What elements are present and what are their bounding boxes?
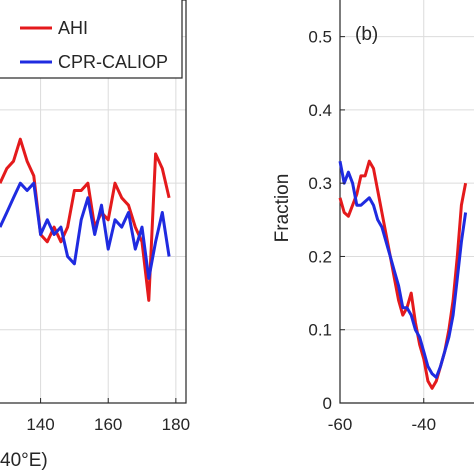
series-line-ahi-a: [0, 137, 171, 302]
x-tick-label: 160: [94, 415, 122, 434]
panel-b-y-ticks: 0 0.1 0.2 0.3 0.4 0.5: [308, 28, 345, 413]
panel-a-axes-box: [0, 0, 187, 404]
panel-b-x-ticks: -60 -40: [328, 398, 436, 434]
panel-b: -60 -40 0 0.1 0.2 0.3 0.4 0.5 (b) Fraction: [272, 0, 474, 434]
panel-a-x-axis-label: 40°E): [0, 450, 48, 471]
panel-b-tag: (b): [355, 24, 378, 45]
series-line-cpr-caliop-b: [338, 160, 468, 379]
y-tick-label: 0.4: [308, 101, 332, 120]
panel-a-x-ticks: 140 160 180: [26, 398, 190, 434]
y-tick-label: 0.2: [308, 247, 332, 266]
legend-label-ahi: AHI: [58, 18, 88, 38]
panel-b-y-axis-label: Fraction: [272, 174, 293, 243]
x-tick-label: 140: [26, 415, 54, 434]
x-tick-label: -60: [328, 415, 353, 434]
legend-box: [0, 0, 183, 79]
panel-a: 140 160 180 40°E) AHI CPR-CALIOP: [0, 0, 190, 471]
series-line-cpr-caliop-a: [0, 181, 171, 280]
legend-label-cpr-caliop: CPR-CALIOP: [58, 52, 168, 72]
panel-a-series: [0, 137, 171, 302]
y-tick-label: 0.3: [308, 174, 332, 193]
panel-b-series: [338, 159, 468, 390]
y-tick-label: 0: [323, 394, 332, 413]
x-tick-label: -40: [411, 415, 436, 434]
y-tick-label: 0.1: [308, 321, 332, 340]
y-tick-label: 0.5: [308, 28, 332, 47]
panel-a-legend: AHI CPR-CALIOP: [0, 0, 183, 79]
x-tick-label: 180: [162, 415, 190, 434]
